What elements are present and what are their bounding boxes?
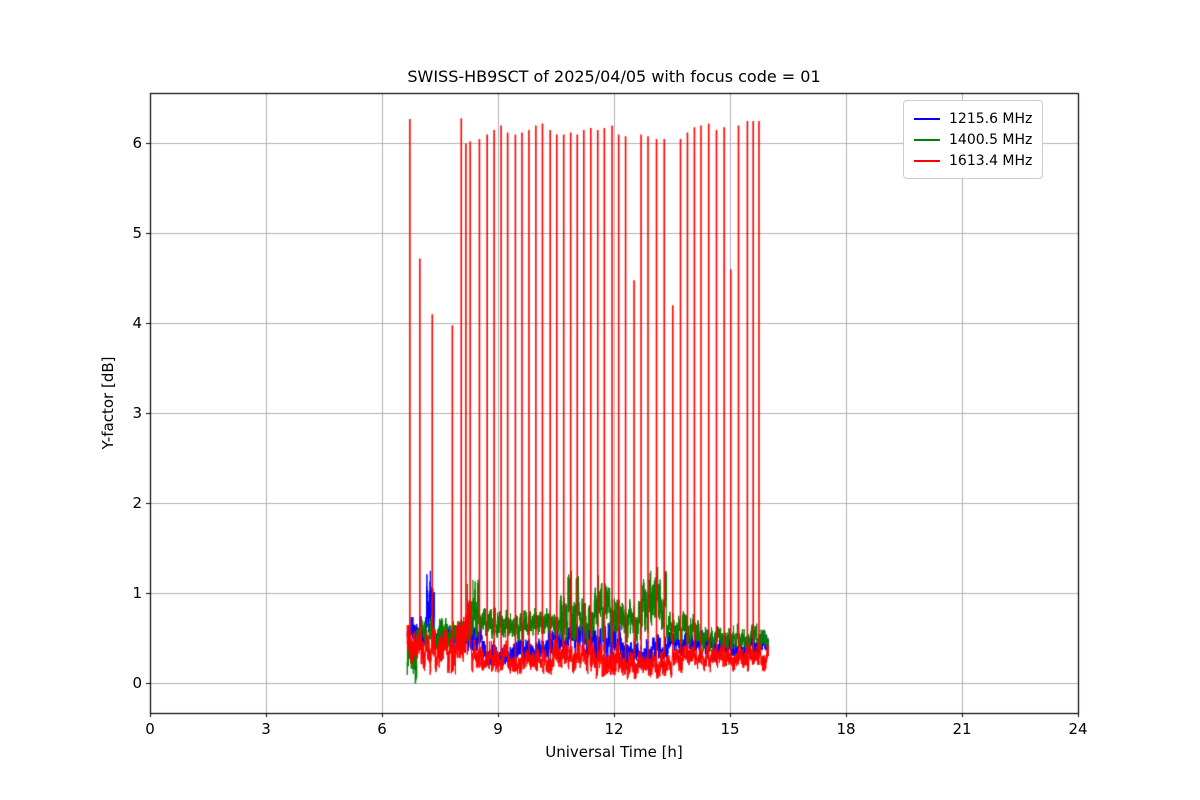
y-tick-label: 0 bbox=[132, 674, 142, 693]
x-tick-label: 9 bbox=[493, 720, 503, 738]
legend-entry: 1215.6 MHz bbox=[914, 108, 1032, 129]
x-tick-label: 24 bbox=[1068, 720, 1088, 738]
legend-entry: 1613.4 MHz bbox=[914, 150, 1032, 171]
x-tick-label: 18 bbox=[836, 720, 856, 738]
x-axis-label: Universal Time [h] bbox=[545, 743, 683, 761]
legend-line-sample bbox=[914, 138, 940, 141]
x-tick-label: 0 bbox=[145, 720, 155, 738]
y-tick-label: 5 bbox=[132, 224, 142, 243]
x-tick-label: 6 bbox=[377, 720, 387, 738]
legend-label: 1613.4 MHz bbox=[949, 152, 1033, 169]
y-tick-label: 1 bbox=[132, 584, 142, 603]
legend-label: 1215.6 MHz bbox=[949, 110, 1033, 127]
y-tick-label: 2 bbox=[132, 494, 142, 513]
legend-line-sample bbox=[914, 159, 940, 162]
y-tick-label: 3 bbox=[132, 404, 142, 423]
y-axis-label: Y-factor [dB] bbox=[99, 356, 117, 450]
legend: 1215.6 MHz 1400.5 MHz 1613.4 MHz bbox=[903, 100, 1044, 179]
y-tick-label: 4 bbox=[132, 314, 142, 333]
x-tick-label: 21 bbox=[952, 720, 972, 738]
legend-label: 1400.5 MHz bbox=[949, 131, 1033, 148]
chart-title: SWISS-HB9SCT of 2025/04/05 with focus co… bbox=[407, 67, 821, 86]
legend-line-sample bbox=[914, 117, 940, 120]
x-tick-label: 12 bbox=[604, 720, 624, 738]
x-tick-label: 15 bbox=[720, 720, 740, 738]
legend-entry: 1400.5 MHz bbox=[914, 129, 1032, 150]
x-tick-label: 3 bbox=[261, 720, 271, 738]
y-tick-label: 6 bbox=[132, 134, 142, 153]
